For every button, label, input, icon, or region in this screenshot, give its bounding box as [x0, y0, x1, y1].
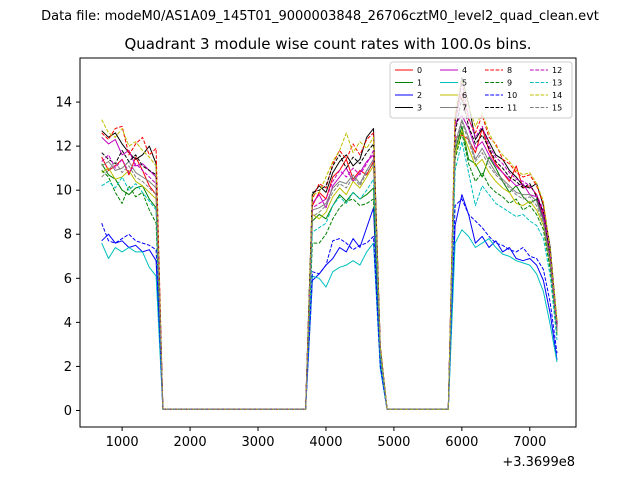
legend-label-0: 0: [417, 66, 422, 75]
legend-label-1: 1: [417, 79, 422, 88]
legend-label-11: 11: [507, 104, 517, 113]
series-line-5: [101, 229, 558, 410]
y-tick-label: 6: [64, 272, 72, 287]
series-line-9: [101, 132, 558, 410]
legend-label-14: 14: [552, 91, 562, 100]
chart-title: Quadrant 3 module wise count rates with …: [124, 35, 531, 53]
legend-label-2: 2: [417, 91, 422, 100]
legend-label-8: 8: [507, 66, 512, 75]
series-layer: [101, 77, 558, 410]
series-line-0: [101, 128, 558, 410]
y-tick-label: 0: [64, 404, 72, 419]
legend-label-15: 15: [552, 104, 562, 113]
plot-frame: [79, 57, 577, 428]
series-line-3: [101, 77, 558, 410]
series-line-7: [101, 119, 558, 410]
series-line-15: [101, 121, 558, 410]
figure-suptitle: Data file: modeM0/AS1A09_145T01_90000038…: [41, 9, 599, 24]
legend-box: [389, 61, 573, 119]
y-tick-label: 2: [64, 360, 72, 375]
legend-label-7: 7: [462, 104, 467, 113]
legend-label-5: 5: [462, 79, 467, 88]
legend-label-12: 12: [552, 66, 562, 75]
x-tick-label: 7000: [513, 435, 546, 450]
x-tick-label: 5000: [377, 435, 410, 450]
x-tick-label: 3000: [241, 435, 274, 450]
y-tick-label: 14: [55, 96, 72, 111]
x-axis-offset-label: +3.3699e8: [502, 455, 575, 470]
series-line-14: [101, 79, 558, 410]
x-axis: 1000 2000 3000 4000 5000 6000 7000: [106, 427, 546, 450]
x-tick-label: 1000: [106, 435, 139, 450]
series-line-11: [101, 97, 558, 410]
legend-label-9: 9: [507, 79, 512, 88]
series-line-2: [101, 194, 558, 410]
series-line-10: [101, 198, 558, 410]
legend-label-3: 3: [417, 104, 422, 113]
y-tick-label: 4: [64, 316, 72, 331]
x-tick-label: 6000: [445, 435, 478, 450]
y-tick-label: 10: [55, 184, 72, 199]
series-line-6: [101, 130, 558, 410]
y-tick-label: 12: [55, 140, 72, 155]
legend-label-10: 10: [507, 91, 517, 100]
y-axis: 0 2 4 6 8 10 12 14: [55, 96, 80, 419]
x-tick-label: 4000: [309, 435, 342, 450]
legend-label-13: 13: [552, 79, 562, 88]
x-tick-label: 2000: [174, 435, 207, 450]
legend-label-4: 4: [462, 66, 467, 75]
legend-label-6: 6: [462, 91, 467, 100]
y-tick-label: 8: [64, 228, 72, 243]
